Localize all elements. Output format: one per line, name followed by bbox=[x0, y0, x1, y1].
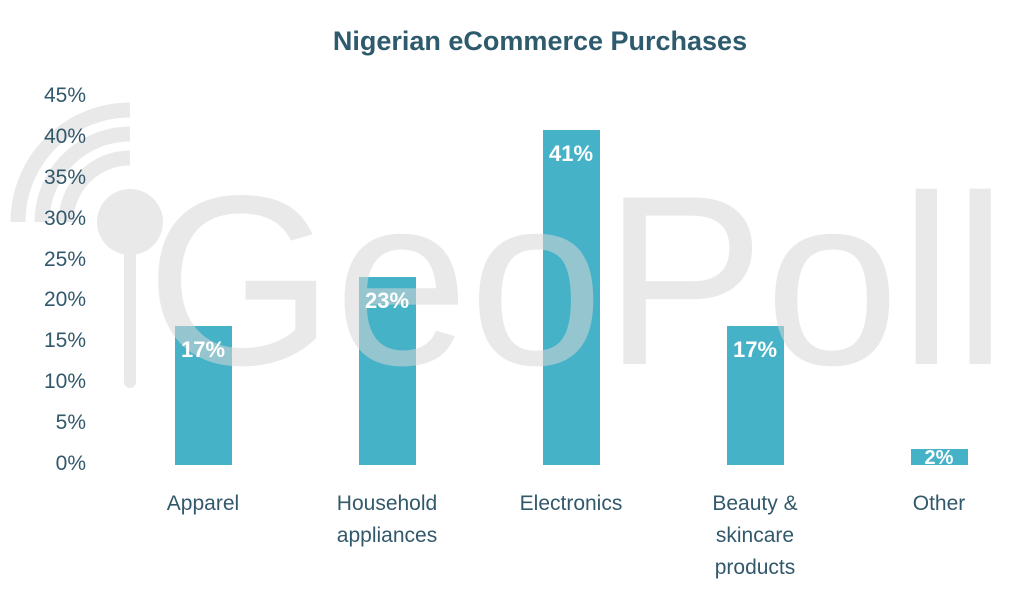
y-tick-0: 0% bbox=[55, 452, 86, 475]
y-tick-45: 45% bbox=[43, 84, 86, 107]
y-tick-25: 25% bbox=[43, 247, 86, 271]
x-category-label-household-appliances: Household appliances bbox=[336, 492, 438, 547]
y-tick-5: 5% bbox=[55, 411, 86, 435]
y-tick-10: 10% bbox=[43, 370, 86, 394]
bar-household-appliances bbox=[358, 276, 416, 465]
bar-value-label-other: 2% bbox=[924, 446, 954, 469]
y-tick-15: 15% bbox=[43, 329, 86, 353]
bar-value-label-electronics: 41% bbox=[548, 140, 594, 166]
bar-value-label-apparel: 17% bbox=[180, 336, 226, 362]
bar-value-label-beauty-skincare-products: 17% bbox=[732, 336, 778, 362]
x-category-label-other: Other bbox=[912, 492, 966, 515]
bar-value-label-household-appliances: 23% bbox=[364, 287, 410, 313]
y-tick-30: 30% bbox=[43, 206, 86, 230]
y-tick-20: 20% bbox=[43, 288, 86, 312]
bar-other bbox=[910, 448, 968, 465]
x-category-label-electronics: Electronics bbox=[519, 492, 623, 515]
y-tick-35: 35% bbox=[43, 165, 86, 189]
bar-apparel bbox=[174, 325, 232, 465]
y-tick-40: 40% bbox=[43, 124, 86, 148]
chart-title: Nigerian eCommerce Purchases bbox=[332, 26, 748, 56]
bar-beauty-skincare-products bbox=[726, 325, 784, 465]
x-category-label-apparel: Apparel bbox=[166, 492, 240, 515]
x-category-label-beauty-skincare-products: Beauty & skincare products bbox=[712, 492, 798, 579]
bar-electronics bbox=[542, 129, 600, 465]
